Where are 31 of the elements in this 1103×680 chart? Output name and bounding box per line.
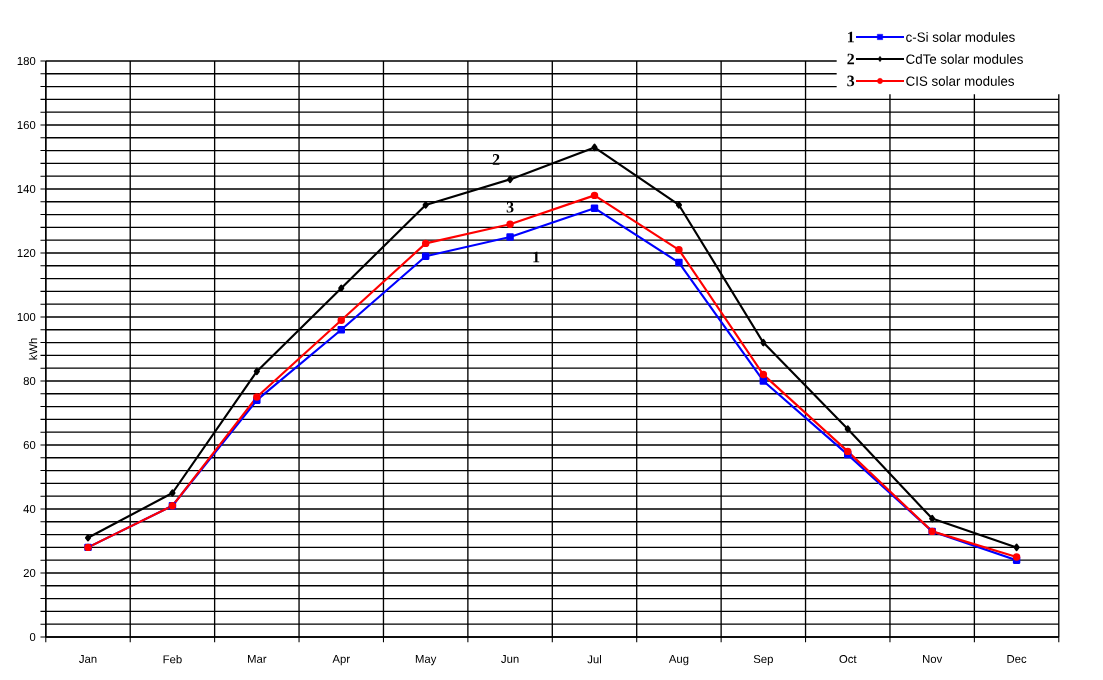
x-tick-label: Sep xyxy=(753,655,773,666)
annotation: 1 xyxy=(533,251,540,263)
x-tick-label: Aug xyxy=(668,655,689,666)
x-tick-label: Dec xyxy=(1007,655,1027,663)
x-tick-label: Oct xyxy=(839,655,857,664)
x-tick-label: Jun xyxy=(501,655,519,663)
x-tick-label: Apr xyxy=(332,655,350,666)
y-tick-label: 180 xyxy=(17,56,36,65)
x-tick-label: May xyxy=(415,655,437,666)
annotation: 2 xyxy=(847,53,855,65)
y-tick-label: 140 xyxy=(17,184,36,193)
y-tick-label: 160 xyxy=(17,120,36,129)
x-tick-label: Nov xyxy=(923,655,943,663)
y-tick-label: 0 xyxy=(29,632,36,641)
y-axis-title: kWh xyxy=(28,338,38,360)
x-tick-label: Feb xyxy=(163,655,182,664)
y-tick-label: 60 xyxy=(23,440,36,449)
legend-label: CdTe solar modules xyxy=(906,54,1023,64)
x-tick-label: Mar xyxy=(248,655,267,663)
x-tick-label: Jul xyxy=(587,655,601,664)
annotation: 3 xyxy=(506,201,514,213)
y-tick-label: 80 xyxy=(23,376,36,385)
text: 1 xyxy=(847,31,854,43)
legend-label: CIS solar modules xyxy=(906,76,1015,86)
annotation: 3 xyxy=(847,75,855,87)
y-tick-label: 40 xyxy=(23,504,36,513)
y-tick-label: 120 xyxy=(17,248,36,257)
legend-label: c-Si solar modules xyxy=(906,32,1015,42)
y-tick-label: 100 xyxy=(17,312,36,321)
x-tick-label: Jan xyxy=(79,655,97,663)
y-tick-label: 20 xyxy=(23,568,36,577)
